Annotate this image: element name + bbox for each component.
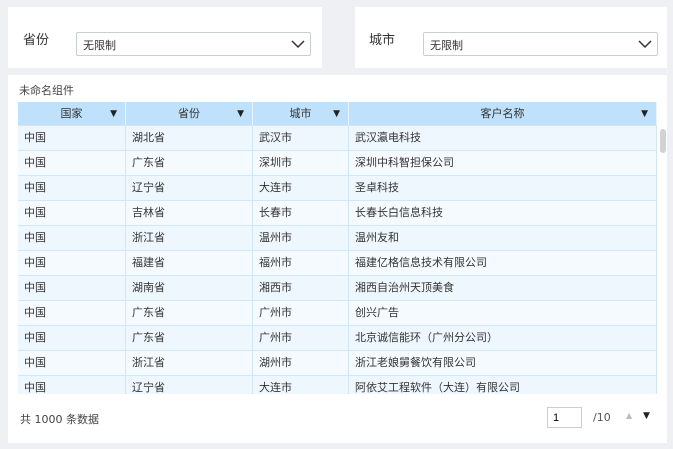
table-cell: 中国 [18,276,126,300]
column-header-city[interactable]: 城市 ▼ [252,102,349,125]
table-cell: 阿依艾工程软件（大连）有限公司 [348,376,657,394]
table-cell: 中国 [18,226,126,250]
table-row[interactable]: 中国 广东省 深圳市 深圳中科智担保公司 [18,151,657,176]
widget-title: 未命名组件 [19,84,74,97]
table-cell: 湖州市 [252,351,349,375]
table-row[interactable]: 中国 广东省 广州市 创兴广告 [18,301,657,326]
table-cell: 深圳中科智担保公司 [348,151,657,175]
table-cell: 北京诚信能环（广州分公司） [348,326,657,350]
table-cell: 福建省 [125,251,253,275]
table-cell: 大连市 [252,376,349,394]
sort-dropdown-icon[interactable]: ▼ [237,109,244,119]
table-cell: 圣卓科技 [348,176,657,200]
table-cell: 温州市 [252,226,349,250]
city-filter-panel: 城市 无限制 [355,7,667,68]
table-cell: 中国 [18,251,126,275]
table-cell: 广东省 [125,301,253,325]
province-filter-label: 省份 [23,33,50,48]
table-cell: 中国 [18,326,126,350]
table-cell: 浙江省 [125,351,253,375]
table-row[interactable]: 中国 浙江省 温州市 温州友和 [18,226,657,251]
table-cell: 湘西自治州天顶美食 [348,276,657,300]
table-row[interactable]: 中国 浙江省 湖州市 浙江老娘舅餐饮有限公司 [18,351,657,376]
city-select-value: 无限制 [430,39,463,52]
province-filter-panel: 省份 无限制 [8,7,322,68]
table-cell: 广州市 [252,301,349,325]
column-label: 城市 [289,107,312,120]
table-cell: 中国 [18,201,126,225]
table-cell: 湘西市 [252,276,349,300]
table-cell: 中国 [18,126,126,150]
page-number-input[interactable] [547,407,582,428]
table-body: 中国 湖北省 武汉市 武汉瀛电科技 中国 广东省 深圳市 深圳中科智担保公司 中国 辽宁省 大连市圣… [18,126,657,394]
table-cell: 浙江省 [125,226,253,250]
table-cell: 湖北省 [125,126,253,150]
table-cell: 广东省 [125,326,253,350]
table-cell: 辽宁省 [125,176,253,200]
table-cell: 长春长白信息科技 [348,201,657,225]
table-row[interactable]: 中国 福建省 福州市 福建亿格信息技术有限公司 [18,251,657,276]
table-header: 国家 ▼ 省份 ▼ 城市 ▼ 客户名称 ▼ [18,102,657,126]
column-label: 省份 [178,107,200,120]
table-row[interactable]: 中国 湖北省 武汉市 武汉瀛电科技 [18,126,657,151]
vertical-scrollbar[interactable] [660,129,666,153]
table-row[interactable]: 中国 吉林省 长春市 长春长白信息科技 [18,201,657,226]
table-cell: 福建亿格信息技术有限公司 [348,251,657,275]
table-widget: 未命名组件 国家 ▼ 省份 ▼ 城市 ▼ 客户名称 ▼ 中国 湖北省 武汉市 武汉瀛电科技 中国… [8,75,667,443]
total-count: 共 1000 条数据 [20,413,99,426]
city-filter-label: 城市 [369,33,396,48]
table-cell: 广东省 [125,151,253,175]
sort-dropdown-icon[interactable]: ▼ [641,109,648,119]
table-cell: 福州市 [252,251,349,275]
table-row[interactable]: 中国 湖南省 湘西市 湘西自治州天顶美食 [18,276,657,301]
next-page-icon[interactable]: ▼ [643,411,650,421]
table-cell: 辽宁省 [125,376,253,394]
sort-dropdown-icon[interactable]: ▼ [333,109,340,119]
table-cell: 湖南省 [125,276,253,300]
table-cell: 长春市 [252,201,349,225]
sort-dropdown-icon[interactable]: ▼ [110,109,117,119]
table-row[interactable]: 中国 广东省 广州市 北京诚信能环（广州分公司） [18,326,657,351]
column-label: 国家 [60,107,83,120]
table-cell: 深圳市 [252,151,349,175]
province-select[interactable]: 无限制 [76,32,311,56]
table-row[interactable]: 中国 辽宁省 大连市 圣卓科技 [18,176,657,201]
table-cell: 中国 [18,376,126,394]
column-header-province[interactable]: 省份 ▼ [125,102,253,125]
table-cell: 创兴广告 [348,301,657,325]
table-cell: 武汉瀛电科技 [348,126,657,150]
table-cell: 温州友和 [348,226,657,250]
table-cell: 吉林省 [125,201,253,225]
table-cell: 中国 [18,151,126,175]
table-cell: 中国 [18,351,126,375]
table-cell: 浙江老娘舅餐饮有限公司 [348,351,657,375]
city-select[interactable]: 无限制 [423,32,658,56]
table-cell: 中国 [18,301,126,325]
previous-page-icon[interactable]: ▲ [626,411,633,420]
table-row[interactable]: 中国 辽宁省 大连市 阿依艾工程软件（大连）有限公司 [18,376,657,394]
province-select-value: 无限制 [83,39,116,52]
data-table: 国家 ▼ 省份 ▼ 城市 ▼ 客户名称 ▼ 中国 湖北省 武汉市 武汉瀛电科技 中国 广东省 深圳市… [18,102,657,394]
table-cell: 武汉市 [252,126,349,150]
column-header-customer[interactable]: 客户名称 ▼ [348,102,657,125]
table-cell: 中国 [18,176,126,200]
table-cell: 广州市 [252,326,349,350]
column-header-country[interactable]: 国家 ▼ [18,102,126,125]
column-label: 客户名称 [480,107,525,120]
chevron-down-icon [291,40,305,49]
table-cell: 大连市 [252,176,349,200]
total-pages: /10 [593,411,611,424]
chevron-down-icon [638,40,652,49]
